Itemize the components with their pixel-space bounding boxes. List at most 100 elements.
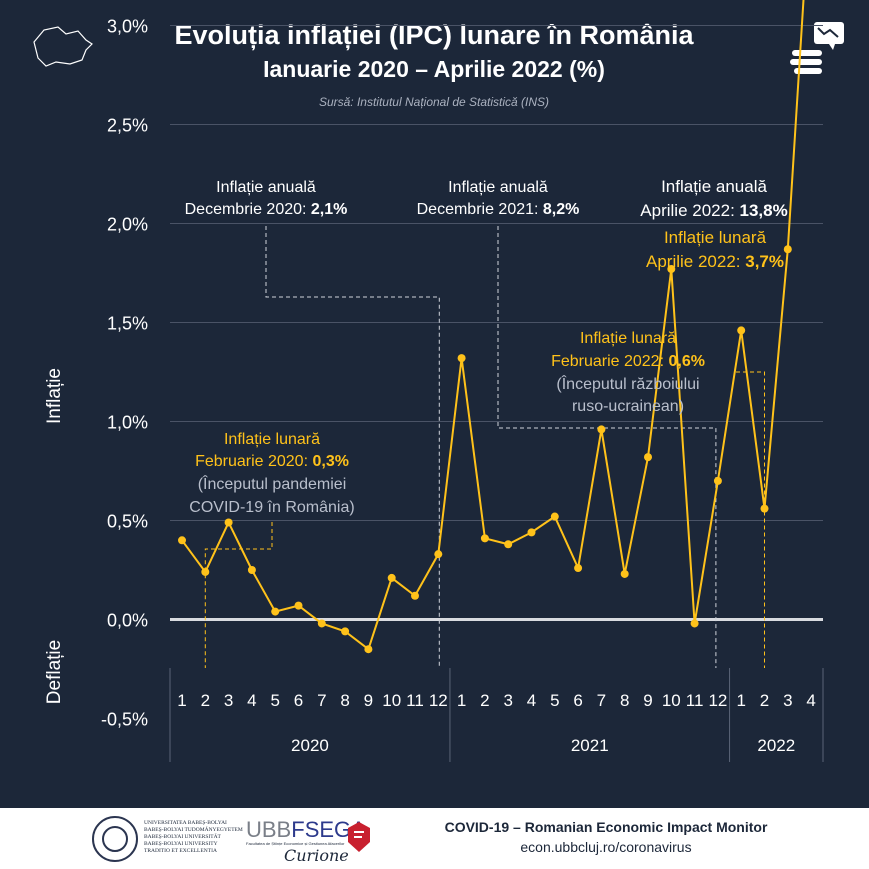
x-tick-label: 7 [597,691,606,710]
guide-annual-dec-2020 [265,226,440,668]
x-tick-label: 9 [364,691,373,710]
guide-monthly-feb-2022 [736,371,765,668]
y-tick-label: 0,0% [107,611,148,631]
data-point [620,569,629,578]
x-tick-label: 12 [429,691,448,710]
annotation-guides [204,226,765,668]
x-tick-label: 4 [247,691,256,710]
data-point [341,627,350,636]
annotation-monthly-feb-2022: Inflație lunară Februarie 2022: 0,6% (În… [551,330,705,415]
ubb-name-line: UNIVERSITATEA BABEȘ-BOLYAI [144,820,227,826]
data-point [434,550,443,559]
annotation-value: 8,2% [543,201,579,218]
annotation-note: (Începutul războiului [556,374,699,393]
annotation-line: Inflație anuală [448,179,548,196]
grid [170,25,823,621]
guide-annual-dec-2021 [497,226,717,668]
data-point [411,591,419,600]
y-axis-ticks: -0,5%0,0%0,5%1,0%1,5%2,0%2,5%3,0%3,5%4,0… [101,17,148,730]
ubb-name-line: BABEȘ-BOLYAI UNIVERSITÄT [144,834,221,840]
y-label-deflation: Deflație [44,640,65,704]
x-tick-label: 1 [736,691,745,710]
annotation-monthly-feb-2020: Inflație lunară Februarie 2020: 0,3% (În… [189,431,354,516]
x-tick-label: 11 [686,691,704,710]
svg-text:Februarie 2020: 0,3%: Februarie 2020: 0,3% [195,453,349,470]
data-point [667,265,676,274]
x-group-label: 2021 [571,736,609,755]
annotation-annual-dec-2020: Inflație anuală Decembrie 2020: 2,1% [185,179,348,218]
x-tick-label: 3 [503,691,512,710]
data-point [271,607,280,616]
y-tick-label: -0,5% [101,710,148,730]
y-tick-label: 1,5% [107,314,148,334]
data-point [201,567,210,576]
y-tick-label: 0,5% [107,512,148,532]
annotation-line: Decembrie 2021: [417,201,543,218]
y-tick-label: 3,0% [107,17,148,37]
data-point [178,536,186,545]
annotation-note: COVID-19 în România) [189,499,354,516]
annotation-line: Februarie 2020: [195,453,312,470]
annotation-note: (Începutul pandemiei [198,474,347,493]
annotation-line: Inflație anuală [216,179,316,196]
romania-map-icon [33,26,93,67]
source-note: Sursă: Institutul Național de Statistică… [319,95,549,109]
annotation-line: Inflație lunară [224,431,320,448]
x-tick-label: 3 [224,691,233,710]
data-point [247,566,256,574]
data-point [550,512,559,521]
ubb-prefix: UBB [246,817,292,842]
data-point [294,601,303,610]
data-point [574,564,583,573]
data-point [387,573,396,582]
ubb-name-line: BABEȘ-BOLYAI UNIVERSITY [144,841,218,847]
monitor-url: econ.ubbcluj.ro/coronavirus [520,839,692,855]
annotation-annual-dec-2021: Inflație anuală Decembrie 2021: 8,2% [417,179,580,218]
data-point [737,326,746,335]
data-point [504,540,513,549]
x-tick-label: 7 [317,691,326,710]
x-tick-label: 2 [480,691,489,710]
data-point [597,425,606,434]
x-tick-label: 5 [550,691,559,710]
data-point [690,619,699,628]
annotation-line: Inflație anuală [661,177,767,196]
annotation-line: Februarie 2022: [551,353,668,370]
annotation-line: Inflație lunară [580,330,676,347]
footer-bar: UNIVERSITATEA BABEȘ-BOLYAI BABEȘ-BOLYAI … [0,808,869,869]
inflation-chart: Evoluția inflației (IPC) lunare în Român… [33,0,844,762]
annotation-line: Decembrie 2020: [185,201,311,218]
x-tick-label: 4 [806,691,815,710]
fsega-subtitle: Facultatea de Științe Economice și Gesti… [246,841,345,846]
x-tick-label: 9 [643,691,652,710]
x-tick-label: 8 [620,691,629,710]
annotation-value: 0,3% [312,453,348,470]
x-tick-label: 4 [527,691,536,710]
x-tick-label: 3 [783,691,792,710]
curione-logo: Curione [284,846,349,865]
monitor-title: COVID-19 – Romanian Economic Impact Moni… [444,819,768,835]
annotation-value: 2,1% [311,201,347,218]
annotation-value: 0,6% [668,353,704,370]
x-tick-label: 2 [201,691,210,710]
x-tick-label: 10 [382,691,401,710]
y-tick-label: 1,0% [107,413,148,433]
data-point [713,476,722,485]
page-subtitle: Ianuarie 2020 – Aprilie 2022 (%) [263,56,605,82]
ubb-seal-icon [92,816,138,862]
annotation-note: ruso-ucrainean) [572,398,684,415]
x-tick-label: 1 [457,691,466,710]
ubb-name-block: UNIVERSITATEA BABEȘ-BOLYAI BABEȘ-BOLYAI … [144,820,243,855]
data-point [480,534,489,543]
ubb-name-line: BABEȘ-BOLYAI TUDOMÁNYEGYETEM [144,827,243,833]
x-group-label: 2020 [291,736,329,755]
data-point [644,453,652,462]
x-tick-label: 10 [662,691,681,710]
y-tick-label: 2,0% [107,215,148,235]
ubb-name-line: TRADITIO ET EXCELLENTIA [144,848,217,854]
x-tick-label: 6 [294,691,303,710]
svg-text:Aprilie 2022: 3,7%: Aprilie 2022: 3,7% [646,252,784,271]
annotation-line: Aprilie 2022: [640,201,739,220]
x-tick-label: 11 [406,691,424,710]
